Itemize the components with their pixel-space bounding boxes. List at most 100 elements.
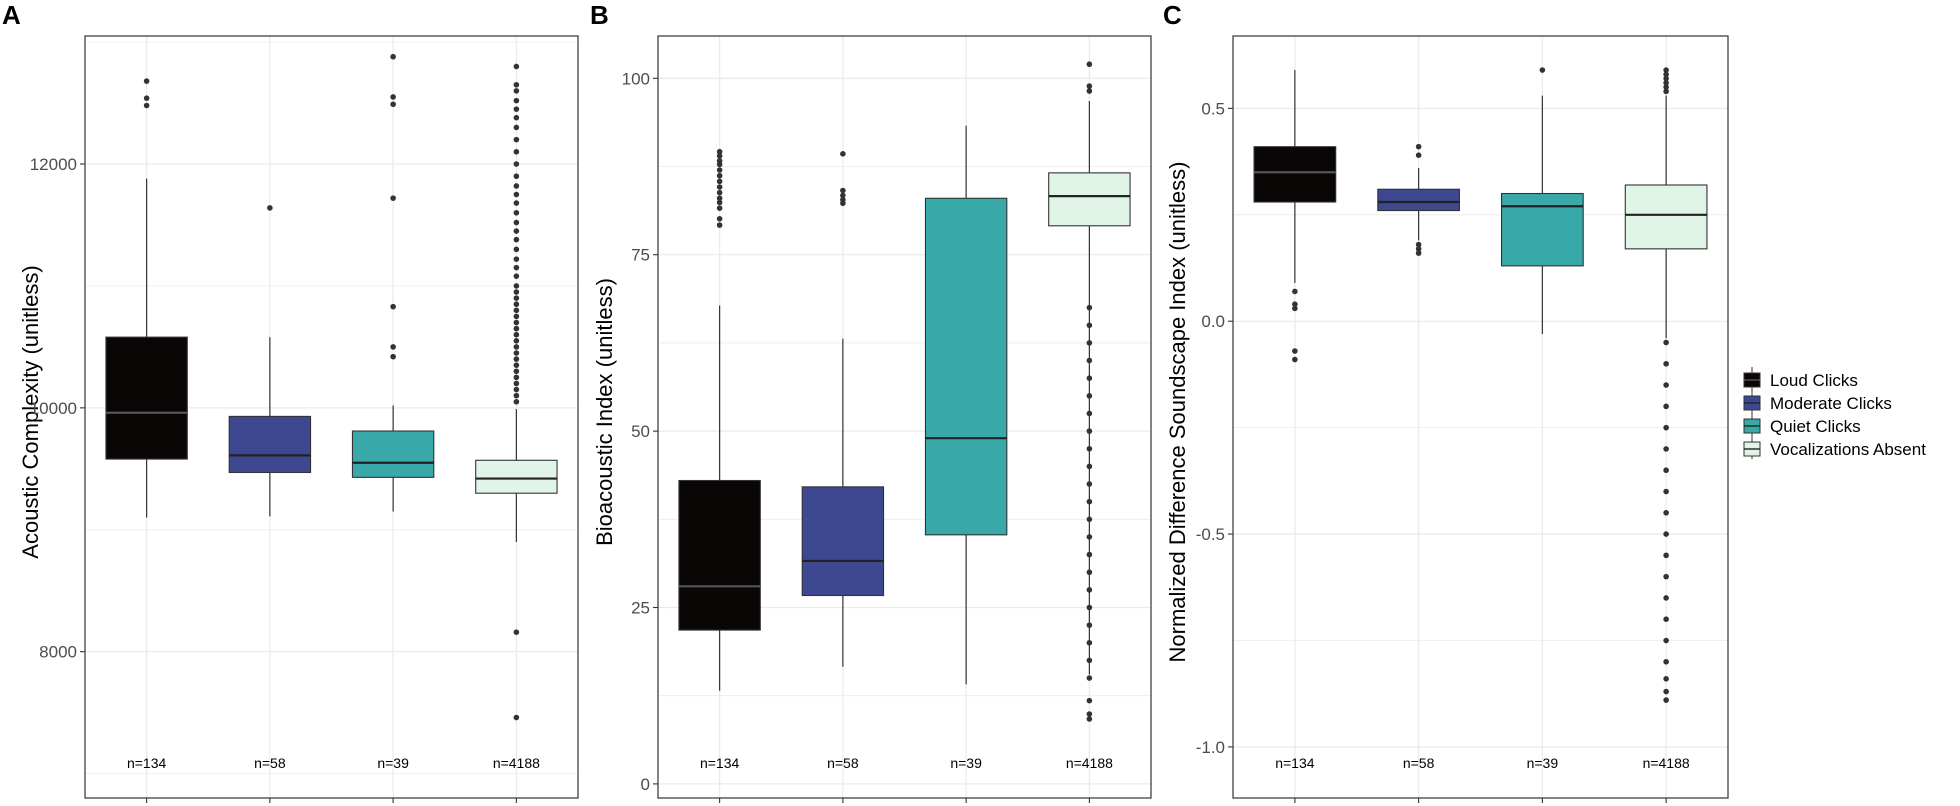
outlier-point xyxy=(513,331,520,338)
outlier-point xyxy=(513,228,520,234)
legend-label: Vocalizations Absent xyxy=(1770,440,1926,459)
outlier-point xyxy=(716,148,723,155)
box xyxy=(1253,146,1337,203)
outlier-point xyxy=(1663,75,1669,82)
y-tick-label: -0.5 xyxy=(1196,525,1225,544)
outlier-point xyxy=(1415,241,1422,248)
outlier-point xyxy=(513,398,520,405)
panel-a-letter: A xyxy=(2,0,21,30)
outlier-point xyxy=(1086,88,1093,94)
outlier-point xyxy=(513,191,520,198)
box-group-1: n=134 xyxy=(678,148,761,771)
outlier-point xyxy=(513,629,520,635)
y-tick-label: 0 xyxy=(641,775,650,794)
outlier-point xyxy=(1663,552,1669,559)
y-tick-label: 0.0 xyxy=(1201,312,1225,331)
plot-background xyxy=(658,36,1151,798)
outlier-point xyxy=(1663,88,1669,95)
outlier-point xyxy=(513,301,520,308)
legend-label: Moderate Clicks xyxy=(1770,394,1892,413)
outlier-point xyxy=(1086,445,1093,452)
box xyxy=(801,486,885,597)
outlier-point xyxy=(513,161,520,167)
box-group-2: n=58 xyxy=(801,151,885,771)
panel-b-plot: n=134 n=58 n=39 n=4188 0 25 50 75 100 xyxy=(622,35,1152,803)
panel-c-ylabel: Normalized Difference Soundscape Index (… xyxy=(1165,162,1190,663)
box-group-2: n=58 xyxy=(1377,143,1461,771)
outlier-point xyxy=(1086,481,1093,487)
outlier-point xyxy=(1086,551,1093,558)
outlier-point xyxy=(513,338,520,344)
panel-b: B Bioacoustic Index (unitless) n=134 n=58… xyxy=(590,0,1152,803)
outlier-point xyxy=(390,195,396,201)
outlier-point xyxy=(267,205,273,211)
box-group-4: n=4188 xyxy=(1624,67,1708,771)
outlier-point xyxy=(513,319,520,326)
outlier-point xyxy=(513,350,520,356)
outlier-point xyxy=(716,153,723,159)
box xyxy=(105,336,188,460)
outlier-point xyxy=(513,307,520,314)
outlier-point xyxy=(1415,246,1422,252)
outlier-point xyxy=(1663,658,1669,665)
outlier-point xyxy=(513,380,520,387)
y-tick-label: 12000 xyxy=(30,155,77,174)
outlier-point xyxy=(1663,637,1669,644)
panel-a-plot: n=134 n=58 n=39 n=4188 8000 10000 12000 xyxy=(30,35,579,803)
outlier-point xyxy=(513,124,520,131)
box-group-1: n=134 xyxy=(105,78,188,771)
box-group-4: n=4188 xyxy=(475,63,558,771)
outlier-point xyxy=(1663,339,1669,346)
legend-entry-1: Loud Clicks xyxy=(1743,367,1858,390)
outlier-point xyxy=(1086,463,1093,470)
outlier-point xyxy=(716,222,723,228)
outlier-point xyxy=(1086,587,1093,593)
outlier-point xyxy=(1539,67,1546,73)
box xyxy=(1624,184,1708,250)
outlier-point xyxy=(716,172,723,179)
box-group-3: n=39 xyxy=(924,125,1008,771)
outlier-point xyxy=(513,219,520,226)
outlier-point xyxy=(1663,360,1669,367)
outlier-point xyxy=(513,356,520,362)
outlier-point xyxy=(840,200,846,207)
n-label: n=134 xyxy=(700,755,740,771)
outlier-point xyxy=(716,189,723,196)
panel-c-plot: n=134 n=58 n=39 n=4188 -1.0 -0.5 0.0 0.5 xyxy=(1196,35,1729,803)
n-label: n=134 xyxy=(1275,755,1315,771)
outlier-point xyxy=(716,195,723,202)
legend-entry-3: Quiet Clicks xyxy=(1743,413,1861,436)
outlier-point xyxy=(513,236,520,243)
outlier-point xyxy=(1086,639,1093,646)
box xyxy=(475,459,558,494)
outlier-point xyxy=(1086,410,1093,417)
outlier-point xyxy=(1086,340,1093,346)
outlier-point xyxy=(1663,595,1669,601)
box xyxy=(351,430,435,478)
outlier-point xyxy=(1663,84,1669,90)
box xyxy=(924,197,1008,536)
outlier-point xyxy=(1663,676,1669,682)
outlier-point xyxy=(513,97,520,104)
n-label: n=58 xyxy=(827,755,859,771)
outlier-point xyxy=(513,392,520,399)
panel-border xyxy=(1232,35,1729,799)
box-group-2: n=58 xyxy=(228,205,312,771)
box xyxy=(1500,192,1584,267)
outlier-point xyxy=(1415,250,1422,256)
outlier-point xyxy=(1663,80,1669,86)
outlier-point xyxy=(1663,67,1669,73)
outlier-point xyxy=(1086,711,1093,717)
outlier-point xyxy=(513,273,520,279)
outlier-point xyxy=(1663,382,1669,388)
box xyxy=(1048,172,1131,227)
legend-entry-4: Vocalizations Absent xyxy=(1743,436,1926,459)
y-tick-label: 8000 xyxy=(39,643,77,662)
outlier-point xyxy=(1663,573,1669,580)
y-tick-label: 25 xyxy=(631,599,650,618)
outlier-point xyxy=(1663,697,1669,703)
y-tick-label: 50 xyxy=(631,422,650,441)
outlier-point xyxy=(513,325,520,332)
panel-b-letter: B xyxy=(590,0,609,30)
outlier-point xyxy=(1086,569,1093,576)
